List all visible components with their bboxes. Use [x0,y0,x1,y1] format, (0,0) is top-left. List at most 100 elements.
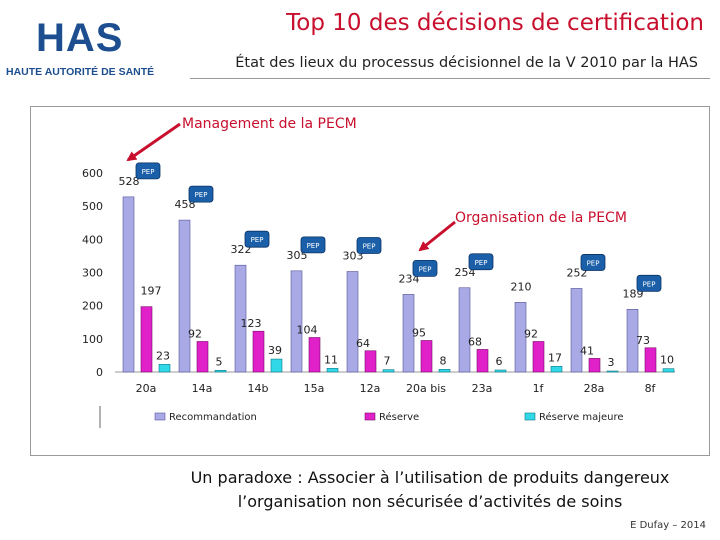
pep-badge: PEP [356,237,382,254]
pep-badge: PEP [580,254,606,271]
bar-0-20a-bis [402,294,415,373]
pep-badge-label: PEP [307,242,320,250]
page-subtitle: État des lieux du processus décisionnel … [235,55,698,71]
pep-badge-box [412,259,438,277]
legend-swatch-0 [154,412,166,421]
x-tick-label: 1f [533,382,545,395]
data-label: 73 [636,334,650,347]
author-credit: E Dufay – 2014 [630,520,706,531]
pep-badge-box [468,253,494,271]
pep-badge-box [636,274,662,292]
bar-0-23a [458,287,471,373]
x-tick-label: 14b [248,382,269,395]
annotation-organisation: Organisation de la PECM [455,210,627,226]
legend-label-2: Réserve majeure [539,411,624,423]
bar-1-12a [364,350,377,373]
x-tick-label: 15a [304,382,325,395]
bar-1-20a [140,306,153,373]
x-tick-label: 14a [192,382,213,395]
data-label: 68 [468,335,482,348]
bar-1-23a [476,349,489,373]
pep-badge: PEP [300,236,326,254]
bar-0-1f [514,302,527,373]
pep-badge-label: PEP [419,265,432,273]
data-label: 7 [384,355,391,368]
pep-badge: PEP [412,259,438,277]
bar-1-20a-bis [420,340,433,373]
arrow-organisation [418,220,456,252]
data-label: 5 [216,355,223,368]
pep-badge-label: PEP [251,236,264,244]
bar-1-8f [644,347,657,373]
footer-line-1: Un paradoxe : Associer à l’utilisation d… [190,468,670,487]
header-divider [190,78,710,79]
page-title: Top 10 des décisions de certification [286,10,704,36]
footer-line-2: l’organisation non sécurisée d’activités… [237,492,623,511]
data-label: 41 [580,344,594,357]
y-tick-label: 300 [82,267,103,280]
logo-mark: HAS [36,16,124,60]
data-label: 104 [297,324,318,337]
bar-2-14a [214,370,227,373]
pep-badge: PEP [244,230,270,248]
bar-0-20a [122,196,135,373]
data-label: 92 [188,327,202,340]
pep-badge: PEP [135,162,161,180]
data-label: 64 [356,337,370,350]
bar-1-15a [308,337,321,373]
logo-subtitle: HAUTE AUTORITÉ DE SANTÉ [6,66,155,78]
x-tick-label: 8f [645,382,657,395]
pep-badge-box [580,254,606,271]
y-tick-label: 500 [82,200,103,213]
x-tick-label: 28a [584,382,605,395]
data-label: 10 [660,354,674,367]
data-label: 197 [141,285,162,298]
arrow-management [126,122,181,162]
bar-2-15a [326,368,339,373]
legend-label-1: Réserve [379,411,419,423]
y-tick-label: 0 [96,366,103,379]
data-label: 6 [496,355,503,368]
data-label: 210 [511,280,532,293]
bar-0-15a [290,270,303,373]
pep-badge-label: PEP [475,259,488,267]
data-label: 17 [548,351,562,364]
pep-badge-box [135,162,161,180]
x-tick-label: 20a bis [406,382,446,395]
bar-1-28a [588,358,601,373]
data-label: 95 [412,326,426,339]
data-label: 528 [119,175,140,188]
data-label: 123 [241,317,262,330]
bar-2-28a [606,370,619,373]
pep-badge-label: PEP [195,191,208,199]
legend-swatch-1 [364,412,376,421]
pep-badge-box [300,236,326,254]
x-tick-label: 23a [472,382,493,395]
bar-2-1f [550,366,563,373]
pep-badge-box [356,237,382,254]
pep-badge-box [244,230,270,248]
bar-1-14b [252,330,265,373]
x-tick-label: 20a [136,382,157,395]
bar-1-1f [532,341,545,373]
bar-2-20a-bis [438,369,451,373]
y-tick-label: 200 [82,300,103,313]
y-tick-label: 100 [82,333,103,346]
bar-1-14a [196,341,209,373]
legend-label-0: Recommandation [169,412,257,423]
bar-2-12a [382,369,395,373]
bar-2-14b [270,358,283,373]
bar-2-20a [158,364,171,373]
pep-badge-label: PEP [643,280,656,288]
bar-0-8f [626,309,639,373]
pep-badge: PEP [636,274,662,292]
pep-badge-label: PEP [587,259,600,267]
bar-0-28a [570,288,583,373]
x-tick-label: 12a [360,382,381,395]
data-label: 39 [268,344,282,357]
bar-0-12a [346,271,359,373]
y-tick-label: 600 [82,167,103,180]
pep-badge-label: PEP [363,243,376,251]
pep-badge: PEP [188,185,214,203]
